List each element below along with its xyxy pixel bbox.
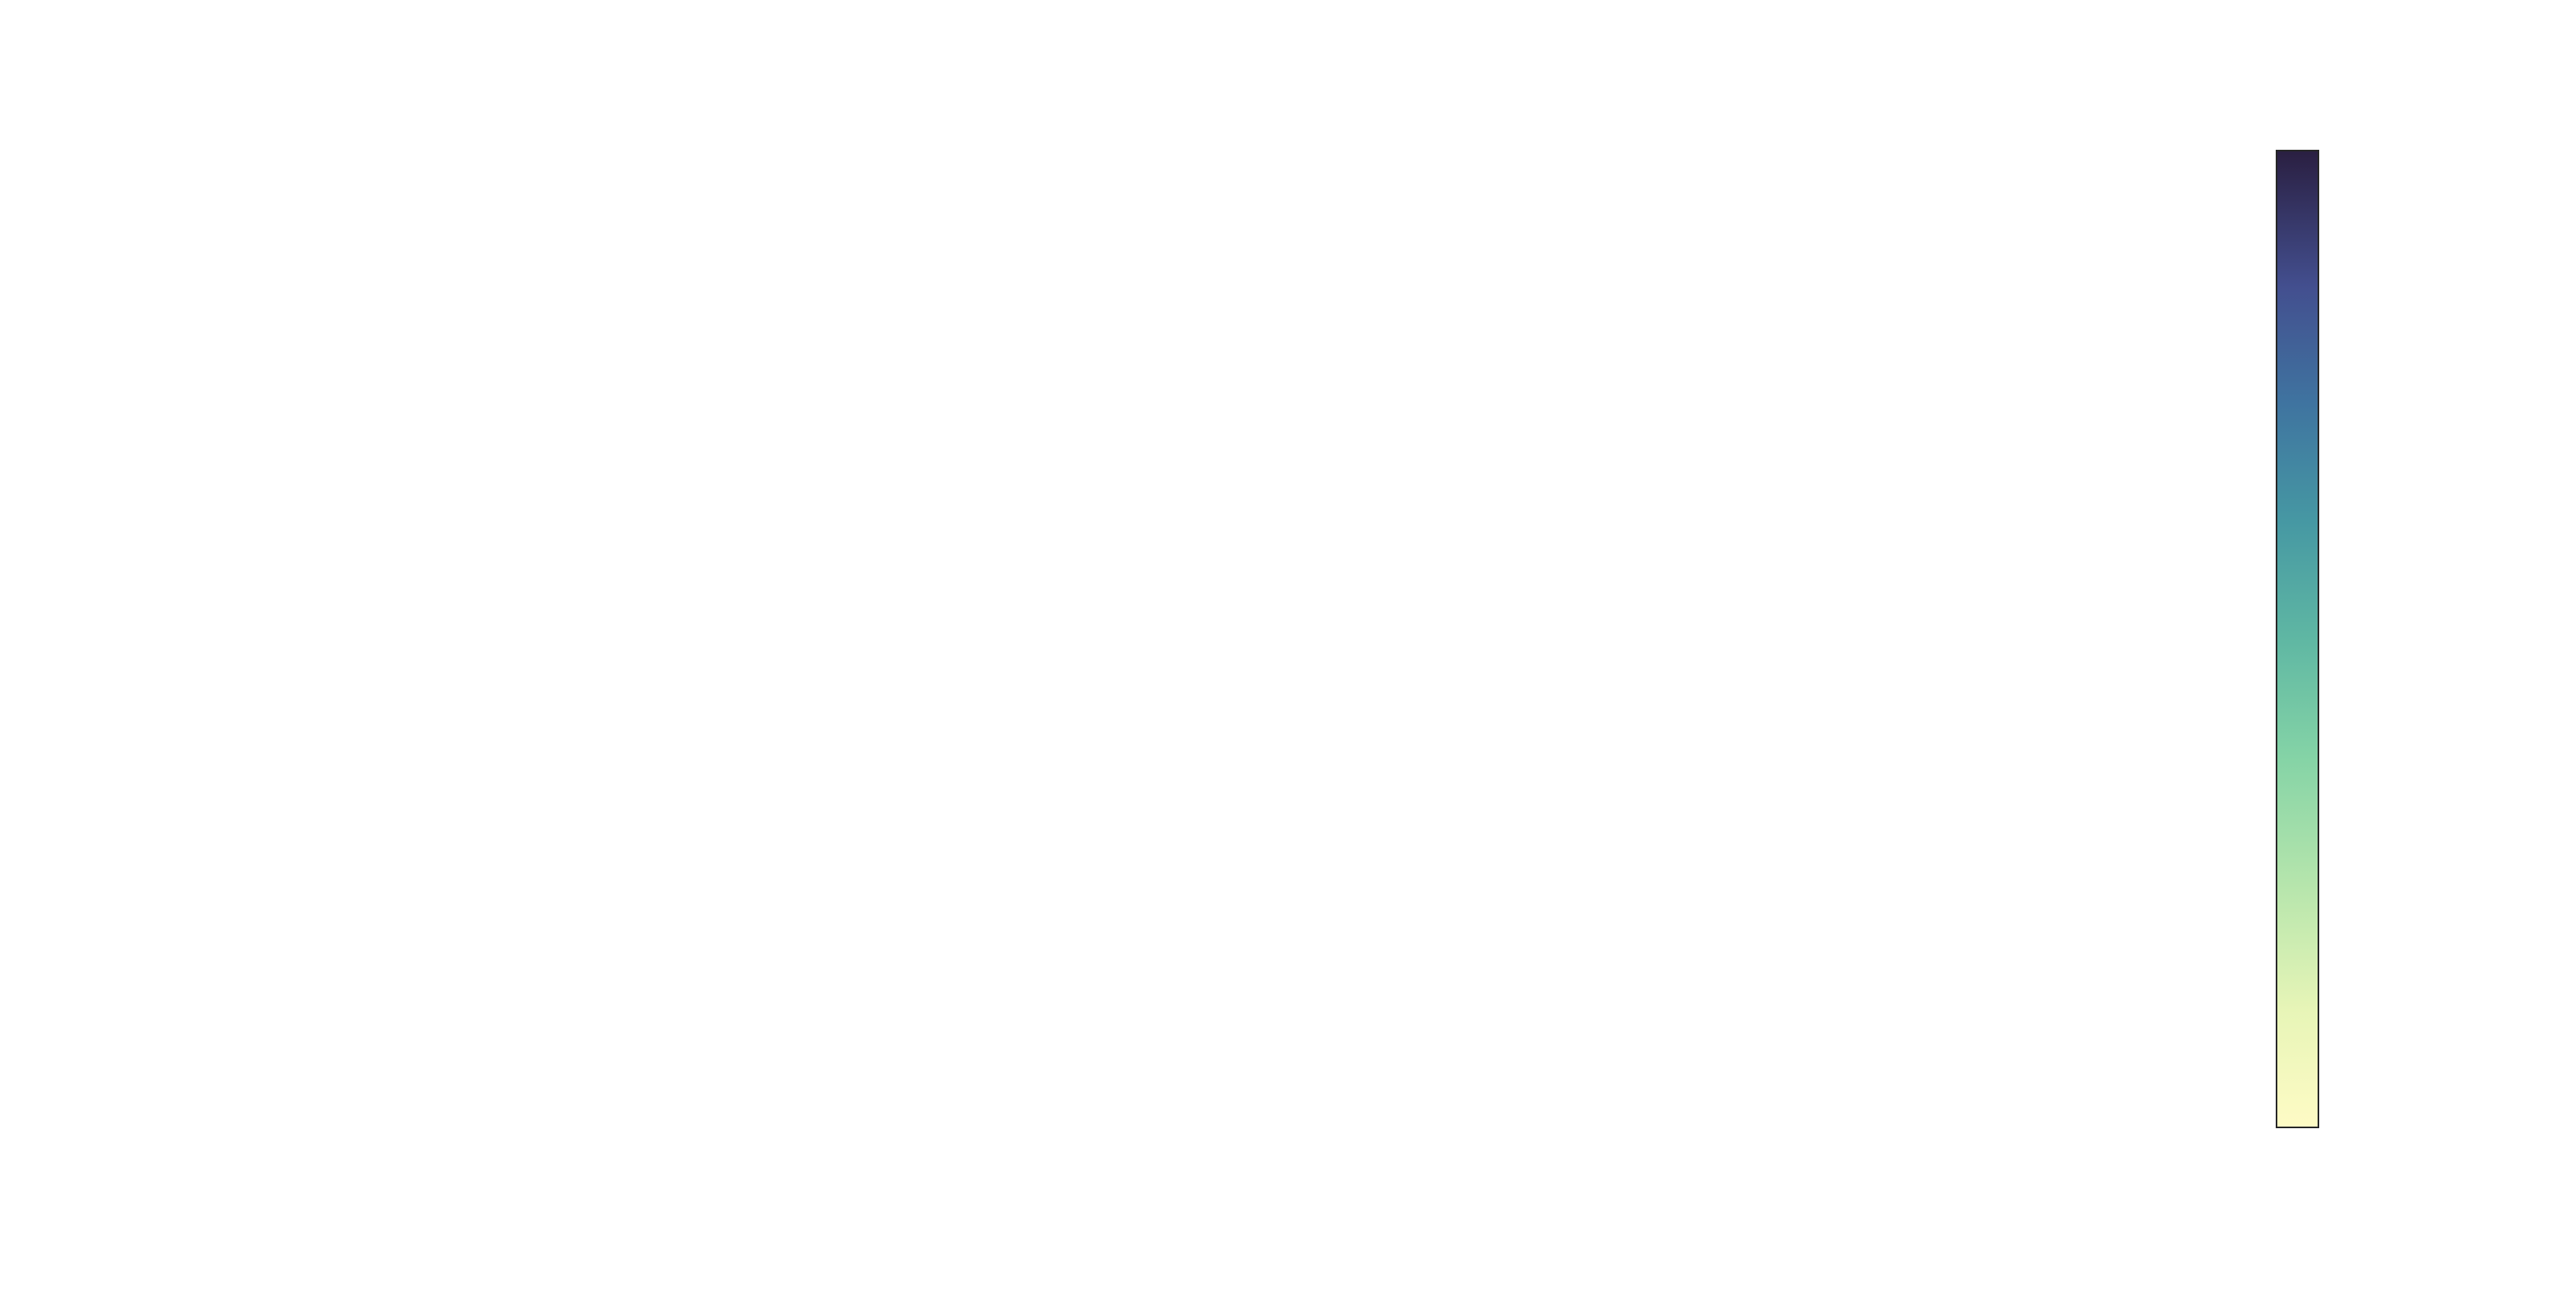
colorbar-gradient bbox=[2276, 150, 2319, 1128]
colorbar bbox=[2276, 150, 2319, 1128]
